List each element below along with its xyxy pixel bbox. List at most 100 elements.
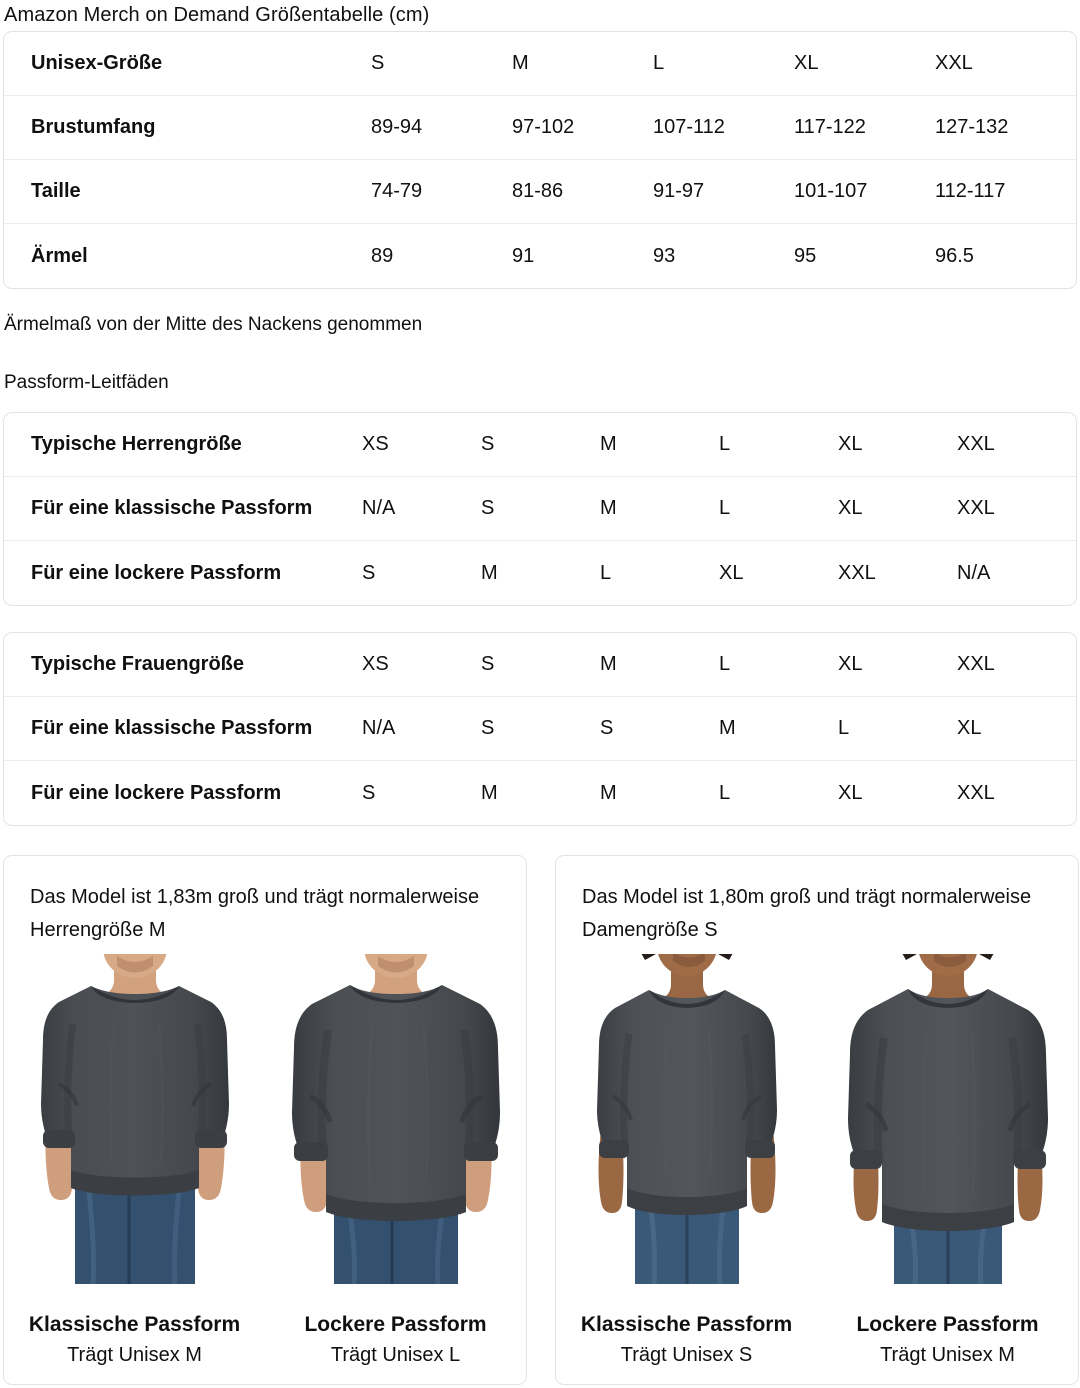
cell-value: XXL: [957, 781, 995, 804]
cell-value: L: [719, 497, 731, 519]
model-photo-men-relaxed: [280, 954, 512, 1284]
fit-caption-sub: Trägt Unisex M: [880, 1344, 1015, 1366]
cell-value: L: [838, 717, 850, 739]
cell-value: 97-102: [512, 116, 575, 138]
cell-value: 117-122: [794, 116, 866, 138]
table-row: Für eine klassische Passform N/A S S M L…: [4, 697, 1076, 761]
cell-value: M: [481, 561, 498, 584]
model-description-men: Das Model ist 1,83m groß und trägt norma…: [30, 886, 480, 941]
row-label: Ärmel: [31, 244, 88, 267]
cell-value: M: [512, 52, 529, 74]
cell-value: S: [481, 433, 495, 455]
cell-value: 127-132: [935, 116, 1009, 138]
cell-value: S: [481, 653, 495, 675]
fit-caption-title: Lockere Passform: [304, 1313, 487, 1336]
fit-guide-women-table: Typische Frauengröße XS S M L XL XXL Für…: [3, 632, 1077, 826]
cell-value: S: [362, 561, 376, 584]
row-label: Für eine klassische Passform: [31, 497, 313, 519]
cell-value: M: [600, 433, 617, 455]
cell-value: XS: [362, 653, 389, 675]
table-row: Unisex-Größe S M L XL XXL: [4, 32, 1076, 96]
cell-value: S: [362, 781, 376, 804]
table-row: Für eine lockere Passform S M L XL XXL N…: [4, 541, 1076, 605]
cell-value: S: [481, 717, 495, 739]
cell-value: M: [481, 781, 498, 804]
cell-value: XL: [719, 561, 744, 584]
cell-value: M: [719, 717, 736, 739]
model-figures-women: [556, 954, 1078, 1284]
cell-value: N/A: [362, 497, 396, 519]
cell-value: XL: [838, 781, 863, 804]
fit-caption-title: Lockere Passform: [856, 1313, 1039, 1336]
row-label: Für eine klassische Passform: [31, 717, 313, 739]
cell-value: XL: [957, 717, 982, 739]
cell-value: L: [719, 433, 731, 455]
row-label: Unisex-Größe: [31, 52, 163, 74]
table-row: Typische Herrengröße XS S M L XL XXL: [4, 413, 1076, 477]
cell-value: XXL: [838, 561, 876, 584]
cell-value: 101-107: [794, 180, 868, 202]
fit-caption-sub: Trägt Unisex S: [620, 1344, 753, 1366]
model-card-women: Das Model ist 1,80m groß und trägt norma…: [555, 855, 1079, 1385]
row-label: Typische Herrengröße: [31, 433, 242, 455]
cell-value: S: [600, 717, 614, 739]
table-row: Typische Frauengröße XS S M L XL XXL: [4, 633, 1076, 697]
fit-caption-relaxed-men: Lockere Passform Trägt Unisex L: [265, 1310, 526, 1370]
fit-caption-title: Klassische Passform: [28, 1313, 241, 1336]
fit-caption-sub: Trägt Unisex M: [67, 1344, 202, 1366]
cell-value: 81-86: [512, 180, 564, 202]
cell-value: 93: [653, 244, 676, 267]
model-description-women: Das Model ist 1,80m groß und trägt norma…: [582, 886, 1032, 941]
cell-value: L: [653, 52, 665, 74]
cell-value: L: [719, 653, 731, 675]
model-footer-men: Klassische Passform Trägt Unisex M Locke…: [4, 1310, 526, 1370]
cell-value: L: [600, 561, 612, 584]
cell-value: 96.5: [935, 244, 974, 267]
fit-caption-classic-men: Klassische Passform Trägt Unisex M: [4, 1310, 265, 1370]
fit-caption-title: Klassische Passform: [580, 1313, 793, 1336]
cell-value: XXL: [957, 653, 995, 675]
cell-value: 89-94: [371, 116, 423, 138]
model-photo-women-relaxed: [832, 954, 1064, 1284]
fit-guides-heading: Passform-Leitfäden: [4, 372, 169, 393]
page-title: Amazon Merch on Demand Größentabelle (cm…: [4, 4, 430, 26]
cell-value: 89: [371, 244, 394, 267]
cell-value: XL: [838, 433, 863, 455]
fit-caption-sub: Trägt Unisex L: [330, 1344, 461, 1366]
size-chart-table: Unisex-Größe S M L XL XXL Brustumfang 89…: [3, 31, 1077, 289]
table-row: Taille 74-79 81-86 91-97 101-107 112-117: [4, 160, 1076, 224]
cell-value: S: [481, 497, 495, 519]
cell-value: XL: [838, 653, 863, 675]
cell-value: XL: [794, 52, 819, 74]
fit-guide-men-table: Typische Herrengröße XS S M L XL XXL Für…: [3, 412, 1077, 606]
fit-caption-classic-women: Klassische Passform Trägt Unisex S: [556, 1310, 817, 1370]
row-label: Für eine lockere Passform: [31, 781, 282, 804]
cell-value: 107-112: [653, 116, 725, 138]
model-figures-men: [4, 954, 526, 1284]
cell-value: L: [719, 781, 731, 804]
table-row: Für eine lockere Passform S M M L XL XXL: [4, 761, 1076, 825]
model-footer-women: Klassische Passform Trägt Unisex S Locke…: [556, 1310, 1078, 1370]
cell-value: M: [600, 497, 617, 519]
cell-value: N/A: [362, 717, 396, 739]
row-label: Typische Frauengröße: [31, 653, 245, 675]
model-card-men: Das Model ist 1,83m groß und trägt norma…: [3, 855, 527, 1385]
cell-value: 112-117: [935, 180, 1006, 202]
model-photo-women-classic: [571, 954, 803, 1284]
cell-value: N/A: [957, 561, 991, 584]
row-label: Brustumfang: [31, 116, 156, 138]
table-row: Ärmel 89 91 93 95 96.5: [4, 224, 1076, 288]
cell-value: XXL: [935, 52, 973, 74]
row-label: Für eine lockere Passform: [31, 561, 282, 584]
table-row: Für eine klassische Passform N/A S M L X…: [4, 477, 1076, 541]
cell-value: S: [371, 52, 385, 74]
row-label: Taille: [31, 180, 81, 202]
cell-value: XXL: [957, 433, 995, 455]
cell-value: M: [600, 781, 617, 804]
cell-value: XL: [838, 497, 863, 519]
cell-value: XS: [362, 433, 389, 455]
fit-caption-relaxed-women: Lockere Passform Trägt Unisex M: [817, 1310, 1078, 1370]
table-row: Brustumfang 89-94 97-102 107-112 117-122…: [4, 96, 1076, 160]
cell-value: 95: [794, 244, 817, 267]
cell-value: 74-79: [371, 180, 423, 202]
